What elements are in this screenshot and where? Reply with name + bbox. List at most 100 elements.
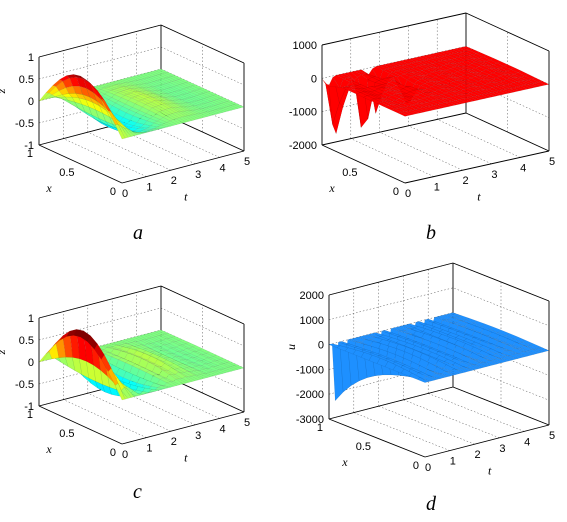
z-tick-label: 2000 [300, 290, 324, 302]
t-tick-label: 1 [146, 182, 152, 194]
mesh-cell [518, 351, 531, 357]
mesh-cell [206, 111, 218, 116]
tick-labels: 10.50-0.5-110.50012345xtz [0, 313, 250, 464]
mesh-cell [120, 126, 132, 138]
mesh-cell [516, 85, 528, 91]
mesh-cell [534, 348, 547, 353]
z-tick-label: -2000 [289, 140, 317, 152]
x-tick-label: 0.5 [356, 441, 371, 453]
t-tick-label: 3 [491, 169, 497, 181]
t-tick-label: 5 [549, 156, 555, 168]
t-axis-label: t [488, 463, 492, 477]
mesh-cell [397, 111, 410, 117]
x-axis-label: x [45, 442, 52, 456]
panel-a: 10.50-0.5-110.50012345xtz a [0, 0, 283, 261]
t-tick-label: 4 [220, 162, 226, 174]
mesh-cell [114, 383, 126, 401]
x-tick-label: 0 [393, 186, 399, 198]
z-tick-label: 0 [311, 73, 317, 85]
mesh-cell [212, 370, 224, 375]
z-tick-label: 0.5 [19, 74, 34, 86]
t-axis-label: t [477, 189, 481, 203]
mesh-cell [163, 122, 175, 127]
mesh-cell [534, 81, 546, 87]
mesh-cell [230, 104, 242, 109]
mesh-cell [218, 108, 230, 112]
t-tick-label: 2 [171, 175, 177, 187]
mesh-cell [416, 377, 429, 383]
t-axis-label: t [184, 189, 188, 203]
mesh-cell [114, 124, 126, 140]
t-tick-label: 5 [244, 417, 250, 429]
x-tick-label: 0 [110, 447, 116, 459]
t-tick-label: 0 [122, 188, 128, 200]
mesh-cell [139, 391, 150, 396]
mesh-cell [512, 86, 525, 91]
mesh-cell [537, 346, 550, 352]
t-tick-label: 4 [524, 436, 530, 448]
mesh-cell [224, 367, 236, 372]
t-tick-label: 3 [499, 443, 505, 455]
mesh-cell [401, 111, 413, 116]
mesh-cell [157, 124, 169, 128]
z-axis-label: z [0, 88, 8, 94]
z-tick-label: -0.5 [15, 379, 34, 391]
mesh-cell [175, 378, 187, 385]
surface-mesh [328, 312, 550, 402]
x-axis-label: x [328, 181, 335, 195]
mesh-cell [412, 109, 424, 114]
t-tick-label: 3 [195, 430, 201, 442]
t-axis-label: t [184, 450, 188, 464]
z-tick-label: -3000 [296, 414, 324, 426]
mesh-cell [200, 112, 211, 117]
surface-mesh [38, 68, 245, 140]
x-tick-label: 1 [27, 148, 33, 160]
z-tick-label: -1 [24, 140, 34, 152]
x-tick-label: 0.5 [59, 167, 74, 179]
mesh-cell [503, 355, 516, 361]
mesh-cell [432, 373, 445, 379]
caption-c: c [133, 481, 142, 503]
mesh-cell [538, 80, 550, 86]
x-tick-label: 0 [413, 460, 419, 472]
mesh-cell [441, 370, 454, 377]
caption-a: a [133, 222, 143, 244]
caption-d: d [426, 493, 436, 515]
mesh-cell [120, 387, 132, 399]
t-tick-label: 1 [146, 443, 152, 455]
mesh-cell [531, 349, 544, 354]
t-tick-label: 4 [220, 423, 226, 435]
z-tick-label: 1000 [300, 315, 324, 327]
z-tick-label: -1 [24, 401, 34, 413]
t-tick-label: 1 [434, 182, 440, 194]
z-tick-label: 1 [28, 52, 34, 64]
mesh-cell [469, 364, 482, 370]
panel-d: 2000 1000 0 -1000 -2000 -3000 1 0.5 0 0 1 2 3 4 5 x t u d [283, 261, 567, 522]
mesh-cell [139, 131, 150, 133]
mesh-cell [509, 87, 521, 92]
t-tick-label: 0 [122, 449, 128, 461]
mesh-cell [494, 357, 507, 363]
t-tick-label: 5 [549, 430, 555, 442]
t-tick-label: 2 [171, 436, 177, 448]
t-tick-label: 3 [195, 169, 201, 181]
z-tick-label: 1 [28, 313, 34, 325]
mesh-cell [157, 385, 169, 389]
surface-mesh [321, 46, 550, 134]
mesh-cell [522, 351, 534, 356]
z-tick-label: -0.5 [15, 118, 34, 130]
mesh-cell [209, 110, 221, 115]
t-tick-label: 4 [520, 162, 526, 174]
z-axis-label: u [284, 344, 298, 350]
mesh-cell [465, 97, 478, 102]
mesh-cell [142, 130, 153, 133]
panel-b: 1000 0 -1000 -2000 0.5 0 0 1 2 3 4 5 x t b [283, 0, 567, 261]
z-axis-label: z [0, 349, 8, 355]
z-tick-label: 0 [318, 340, 324, 352]
mesh-cell [230, 365, 242, 370]
mesh-cell [509, 354, 522, 359]
